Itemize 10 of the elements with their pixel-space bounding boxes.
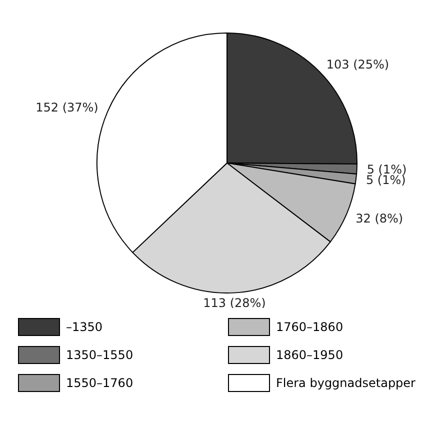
legend-label: –1350 bbox=[66, 320, 103, 334]
legend-label: Flera byggnadsetapper bbox=[276, 376, 416, 390]
legend-label: 1760–1860 bbox=[276, 320, 344, 334]
data-label: 113 (28%) bbox=[203, 296, 266, 310]
data-label: 152 (37%) bbox=[36, 100, 98, 115]
legend-label: 1350–1550 bbox=[66, 348, 134, 362]
data-label: 103 (25%) bbox=[326, 57, 390, 72]
data-label: 32 (8%) bbox=[356, 211, 404, 226]
legend-label: 1550–1760 bbox=[66, 376, 134, 390]
legend-label: 1860–1950 bbox=[276, 348, 344, 362]
